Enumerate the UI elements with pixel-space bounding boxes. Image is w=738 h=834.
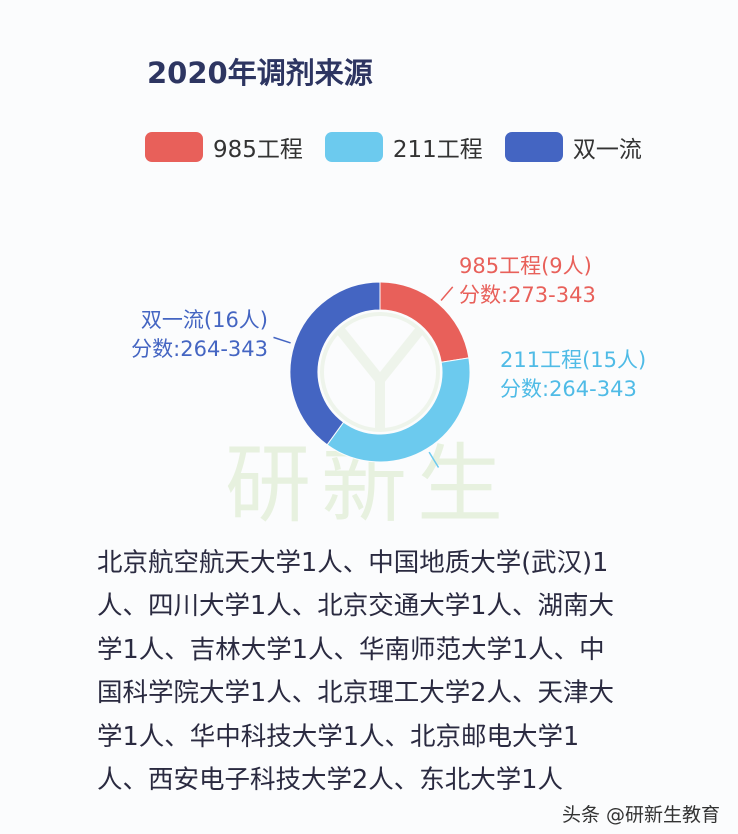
- legend-item-985[interactable]: 985工程: [145, 130, 303, 164]
- text-line: 学1人、华中科技大学1人、北京邮电大学1: [97, 721, 580, 752]
- data-label-985-name: 985工程(9人): [459, 254, 592, 278]
- data-label-985-score: 分数:273-343: [459, 283, 596, 307]
- legend-item-211[interactable]: 211工程: [324, 130, 483, 164]
- watermark-logo-icon: [320, 312, 440, 432]
- legend-swatch-double-first-class: [504, 132, 563, 162]
- text-line: 人、四川大学1人、北京交通大学1人、湖南大: [97, 591, 614, 622]
- legend: 985工程 211工程 双一流: [145, 130, 642, 164]
- donut-slice-double-first-class[interactable]: [289, 281, 381, 446]
- text-line: 国科学院大学1人、北京理工大学2人、天津大: [97, 678, 614, 709]
- legend-swatch-985: [145, 132, 203, 162]
- legend-item-double-first-class[interactable]: 双一流: [504, 130, 642, 164]
- data-label-985: 985工程(9人) 分数:273-343: [459, 252, 596, 310]
- text-line: 学1人、吉林大学1人、华南师范大学1人、中: [97, 634, 605, 665]
- data-label-211-name: 211工程(15人): [500, 348, 647, 372]
- data-label-211-score: 分数:264-343: [500, 377, 637, 401]
- data-label-double-first-class-score: 分数:264-343: [131, 337, 268, 361]
- data-label-211: 211工程(15人) 分数:264-343: [500, 346, 646, 404]
- text-line: 北京航空航天大学1人、中国地质大学(武汉)1: [97, 548, 609, 578]
- legend-label-985: 985工程: [213, 137, 303, 163]
- text-line: 人、西安电子科技大学2人、东北大学1人: [97, 765, 563, 796]
- chart-title: 2020年调剂来源: [147, 56, 373, 90]
- donut-slice-211[interactable]: [326, 357, 471, 463]
- leader-line-211: [428, 451, 440, 468]
- legend-swatch-211: [324, 132, 383, 162]
- leader-line-double-first-class: [273, 336, 291, 344]
- data-label-double-first-class: 双一流(16人) 分数:264-343: [98, 306, 268, 364]
- legend-label-211: 211工程: [392, 137, 483, 163]
- donut-slice-985[interactable]: [379, 281, 470, 363]
- data-label-double-first-class-name: 双一流(16人): [140, 308, 268, 332]
- university-list: 北京航空航天大学1人、中国地质大学(武汉)1 人、四川大学1人、北京交通大学1人…: [97, 542, 614, 802]
- footer-attribution: 头条 @研新生教育: [561, 804, 720, 826]
- legend-label-double-first-class: 双一流: [572, 137, 642, 163]
- leader-line-985: [440, 286, 454, 302]
